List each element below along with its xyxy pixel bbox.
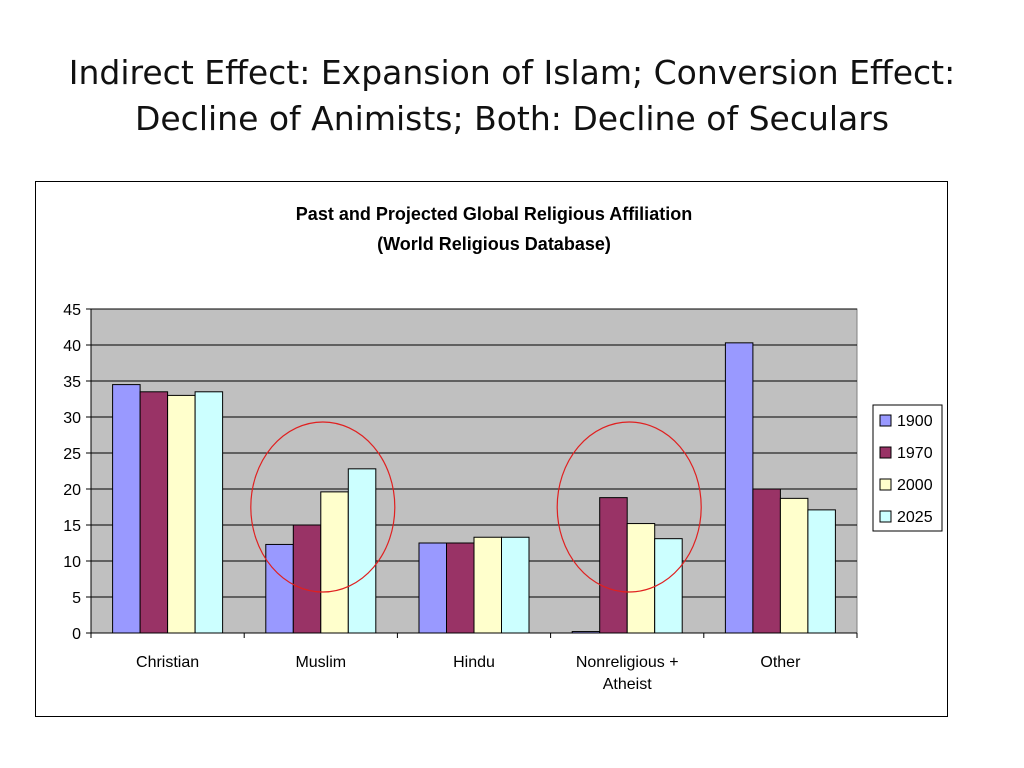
legend-swatch-1900	[879, 414, 892, 427]
chart-title-line-2: (World Religious Database)	[377, 234, 611, 254]
legend-swatch-2025	[879, 510, 892, 523]
chart-frame: Past and Projected Global Religious Affi…	[35, 181, 948, 717]
y-tick-label: 25	[63, 446, 81, 463]
legend-label-1900: 1900	[897, 413, 933, 430]
bar-1900-cat-2	[418, 542, 447, 634]
y-tick-label: 45	[63, 302, 81, 319]
y-tick-label: 0	[72, 626, 81, 643]
bar-2000-cat-0	[167, 394, 196, 634]
x-category-label: Hindu	[453, 654, 495, 671]
y-tick-label: 10	[63, 554, 81, 571]
legend-swatch-1970	[879, 446, 892, 459]
legend-box	[872, 404, 943, 532]
annotation-ellipse	[556, 421, 702, 593]
y-tick-label: 35	[63, 374, 81, 391]
y-tick-label: 15	[63, 518, 81, 535]
annotation-ellipse	[250, 421, 396, 593]
bar-2025-cat-2	[501, 536, 530, 634]
y-tick-label: 5	[72, 590, 81, 607]
x-category-label: Atheist	[603, 676, 652, 693]
bar-2025-cat-3	[654, 538, 683, 634]
bar-1900-cat-3	[571, 631, 601, 634]
bar-2000-cat-4	[779, 497, 809, 634]
bar-1970-cat-2	[446, 542, 475, 634]
bar-1970-cat-4	[752, 488, 781, 634]
bar-2025-cat-1	[347, 468, 377, 634]
x-category-label: Nonreligious +	[576, 654, 679, 671]
slide-title-line-1: Indirect Effect: Expansion of Islam; Con…	[68, 53, 956, 92]
bar-2000-cat-3	[626, 523, 656, 634]
slide-title-line-2: Decline of Animists; Both: Decline of Se…	[134, 99, 890, 138]
bar-1970-cat-0	[139, 391, 169, 634]
y-tick-label: 30	[63, 410, 81, 427]
bar-1900-cat-1	[265, 543, 294, 634]
legend-label-2000: 2000	[897, 477, 933, 494]
bar-2025-cat-4	[807, 509, 836, 634]
x-category-label: Muslim	[295, 654, 346, 671]
bar-2000-cat-1	[320, 491, 349, 634]
y-tick-label: 20	[63, 482, 81, 499]
bar-1970-cat-3	[599, 497, 628, 634]
plot-area: 0 5 10 15 20 25 30 35 40 45 Christian Muslim Hindu No…	[63, 302, 858, 693]
bar-2025-cat-0	[194, 391, 224, 634]
slide-title: Indirect Effect: Expansion of Islam; Con…	[40, 50, 984, 142]
bar-1900-cat-0	[112, 384, 141, 634]
bar-2000-cat-2	[473, 536, 502, 634]
legend-label-2025: 2025	[897, 509, 933, 526]
bar-1900-cat-4	[724, 342, 754, 634]
legend: 1900 1970 2000 2025	[872, 404, 943, 532]
x-category-label: Christian	[136, 654, 199, 671]
chart-title-line-1: Past and Projected Global Religious Affi…	[296, 204, 692, 224]
y-tick-label: 40	[63, 338, 81, 355]
bar-chart: Past and Projected Global Religious Affi…	[63, 204, 943, 693]
bar-1970-cat-1	[292, 524, 322, 634]
legend-swatch-2000	[879, 478, 892, 491]
x-category-label: Other	[760, 654, 801, 671]
legend-label-1970: 1970	[897, 445, 933, 462]
